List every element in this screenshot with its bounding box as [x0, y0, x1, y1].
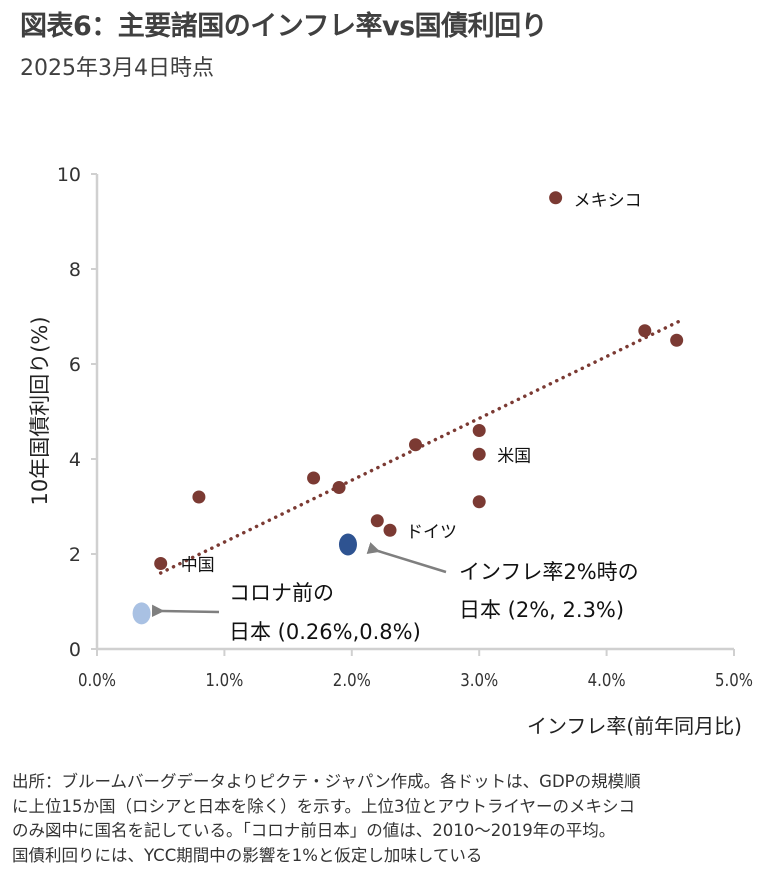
- x-tick-label: 4.0%: [588, 670, 626, 691]
- annotation-text: 日本 (0.26%,0.8%): [229, 620, 421, 644]
- data-point: [472, 424, 486, 437]
- japan-2pct-point: [338, 533, 357, 556]
- x-tick-label: 0.0%: [78, 670, 116, 691]
- y-tick-label: 6: [69, 354, 81, 376]
- y-tick-label: 8: [69, 259, 81, 281]
- data-point: [409, 438, 422, 452]
- data-point: [192, 490, 206, 504]
- japan-pre-covid-point: [132, 602, 151, 625]
- chart-title: 図表6：主要諸国のインフレ率vs国債利回り: [20, 11, 548, 42]
- data-point: [638, 324, 652, 338]
- scatter-chart: 0.0% 1.0% 2.0% 3.0% 4.0% 5.0% 0 2 4 6 8 10 中国 ドイツ 米国 メ…: [28, 164, 753, 738]
- data-point: [154, 557, 168, 570]
- x-tick-label: 1.0%: [205, 670, 243, 691]
- data-point: [332, 481, 346, 494]
- y-tick-label: 10: [57, 164, 81, 186]
- x-tick-label: 3.0%: [460, 670, 498, 691]
- footer-line: に上位15か国（ロシアと日本を除く）を示す。上位3位とアウトライヤーのメキシコ: [12, 796, 636, 816]
- annotation-text: 日本 (2%, 2.3%): [459, 598, 624, 622]
- point-label: メキシコ: [574, 191, 642, 211]
- data-point: [472, 495, 486, 509]
- point-label: ドイツ: [406, 522, 457, 542]
- y-tick-label: 4: [69, 449, 81, 471]
- annotation-arrow: [366, 542, 447, 574]
- data-point: [472, 447, 486, 461]
- data-point: [307, 471, 321, 485]
- data-point: [549, 191, 563, 205]
- x-axis-label: インフレ率(前年同月比): [527, 714, 742, 738]
- source-note: 出所：ブルームバーグデータよりピクテ・ジャパン作成。各ドットは、GDPの規模順 …: [12, 770, 757, 868]
- data-points: 中国 ドイツ 米国 メキシコ: [132, 191, 684, 625]
- annotation-arrow: [151, 604, 220, 618]
- point-label: 米国: [497, 446, 531, 466]
- tick-labels: 0.0% 1.0% 2.0% 3.0% 4.0% 5.0% 0 2 4 6 8 10: [57, 164, 753, 691]
- footer-line: 出所：ブルームバーグデータよりピクテ・ジャパン作成。各ドットは、GDPの規模順: [12, 772, 641, 791]
- x-tick-label: 5.0%: [715, 670, 753, 691]
- data-point: [670, 333, 684, 347]
- y-tick-label: 2: [69, 544, 81, 566]
- chart-subtitle: 2025年3月4日時点: [20, 56, 214, 81]
- footer-line: 国債利回りには、YCC期間中の影響を1%と仮定し加味している: [12, 845, 483, 865]
- x-tick-label: 2.0%: [333, 670, 371, 691]
- axes: [91, 173, 735, 656]
- y-tick-label: 0: [69, 639, 81, 661]
- data-point: [370, 514, 384, 528]
- annotation-text: インフレ率2%時の: [459, 560, 639, 584]
- data-point: [383, 523, 397, 537]
- point-label: 中国: [181, 556, 215, 576]
- footer-line: のみ図中に国名を記している。「コロナ前日本」の値は、2010～2019年の平均。: [12, 821, 616, 840]
- y-axis-label: 10年国債利回り(%): [28, 316, 52, 505]
- annotation-text: コロナ前の: [229, 581, 334, 605]
